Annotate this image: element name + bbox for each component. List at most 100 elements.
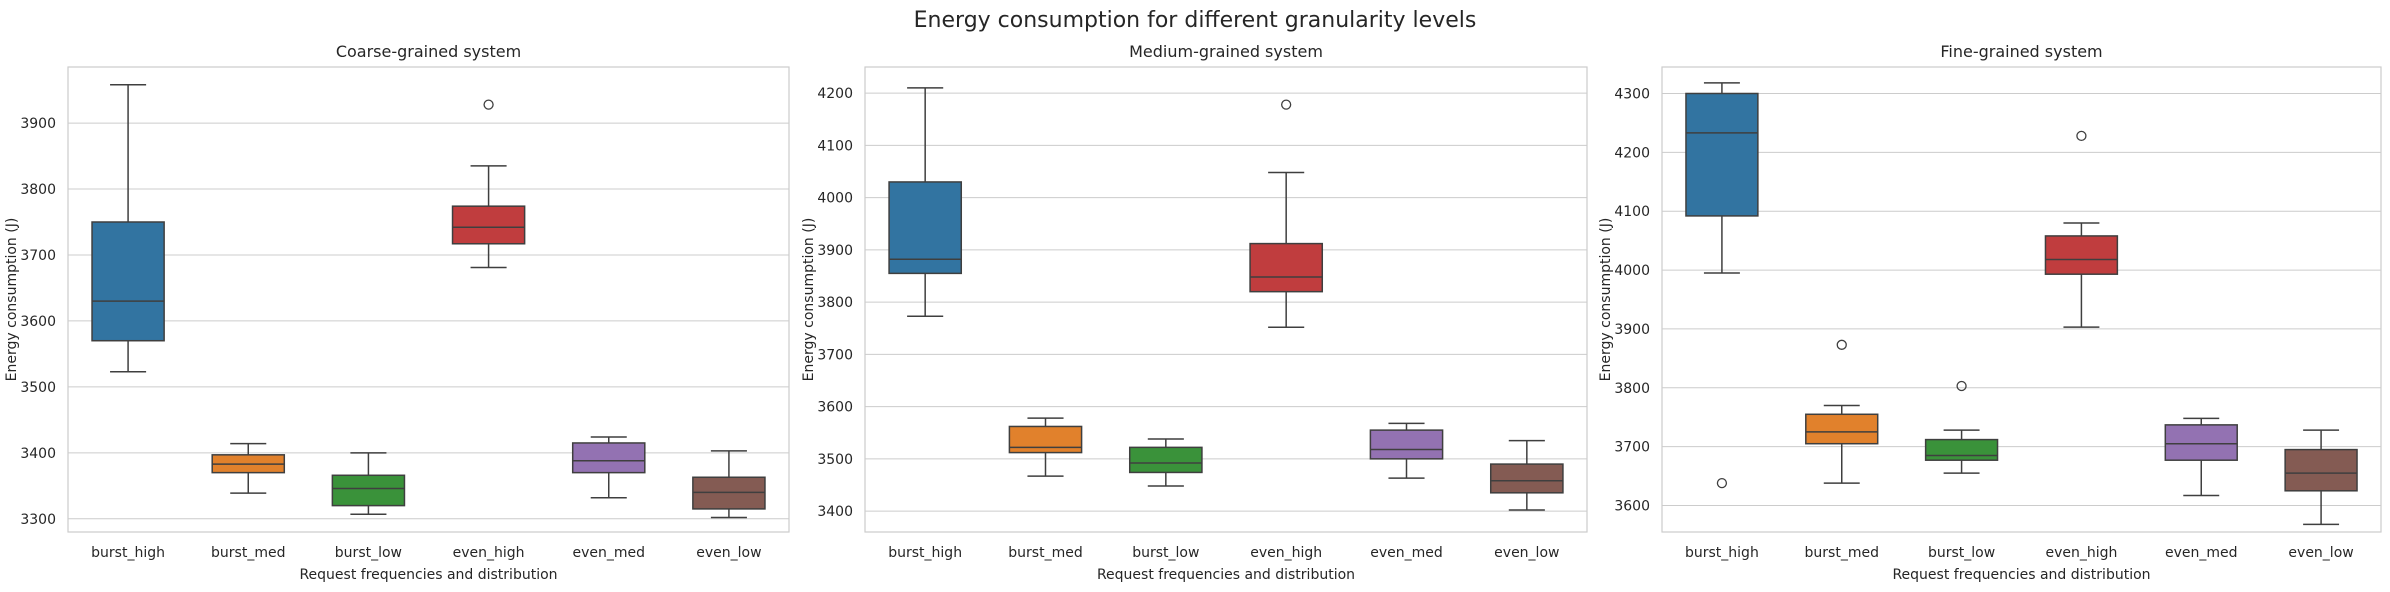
- y-axis-label: Energy consumption (J): [1598, 218, 1614, 382]
- y-tick-label: 3600: [817, 400, 853, 416]
- box-iqr: [1685, 92, 1759, 217]
- x-tick-label: burst_low: [335, 545, 402, 561]
- box-burst_med: [211, 442, 286, 494]
- panel-title: Coarse-grained system: [336, 42, 521, 61]
- box-burst_high: [1685, 82, 1759, 489]
- box-even_low: [2284, 429, 2358, 526]
- box-even_high: [2044, 130, 2119, 328]
- outlier-point: [1836, 339, 1847, 350]
- y-tick-label: 4200: [817, 86, 853, 102]
- y-tick-label: 4000: [1614, 263, 1650, 279]
- box-iqr: [1924, 438, 1999, 461]
- y-axis-label: Energy consumption (J): [801, 218, 817, 382]
- x-tick-label: even_high: [453, 545, 525, 561]
- panel-title: Medium-grained system: [1129, 42, 1323, 61]
- box-burst_med: [1008, 417, 1083, 477]
- y-tick-label: 3900: [817, 243, 853, 259]
- box-iqr: [888, 181, 963, 275]
- y-tick-label: 3900: [20, 116, 56, 132]
- x-tick-label: even_low: [696, 545, 761, 561]
- box-burst_low: [331, 452, 406, 515]
- outlier-point: [483, 99, 494, 110]
- y-axis-label: Energy consumption (J): [4, 218, 20, 382]
- box-even_low: [1489, 439, 1564, 511]
- y-tick-label: 3800: [817, 295, 853, 311]
- box-iqr: [571, 442, 646, 474]
- x-tick-label: burst_med: [1805, 545, 1879, 561]
- x-tick-label: burst_med: [1008, 545, 1082, 561]
- box-iqr: [1128, 446, 1203, 474]
- box-iqr: [1369, 429, 1444, 460]
- y-tick-label: 3400: [817, 504, 853, 520]
- chart-panel-3: 3600 3700 3800 3900 4000 4100 4200 4300 burst_hi…: [1598, 42, 2382, 583]
- x-tick-label: burst_high: [1685, 545, 1759, 561]
- x-tick-label: even_med: [572, 545, 645, 561]
- y-tick-label: 3300: [20, 512, 56, 528]
- box-iqr: [1805, 413, 1879, 445]
- box-iqr: [91, 221, 165, 342]
- x-tick-label: burst_low: [1928, 545, 1995, 561]
- box-iqr: [1008, 425, 1083, 454]
- box-burst_low: [1924, 380, 1999, 474]
- x-axis-label: Request frequencies and distribution: [1097, 567, 1355, 583]
- box-iqr: [1249, 242, 1324, 293]
- box-burst_med: [1805, 339, 1879, 484]
- y-tick-label: 3500: [20, 380, 56, 396]
- box-even_low: [692, 450, 766, 519]
- y-tick-label: 4300: [1614, 86, 1650, 102]
- y-tick-label: 3900: [1614, 322, 1650, 338]
- x-tick-label: even_low: [2288, 545, 2353, 561]
- y-tick-label: 4100: [817, 138, 853, 154]
- x-tick-label: even_med: [1370, 545, 1443, 561]
- x-tick-label: burst_med: [211, 545, 285, 561]
- y-tick-label: 3600: [20, 314, 56, 330]
- box-iqr: [331, 474, 406, 507]
- box-burst_high: [91, 84, 165, 373]
- box-even_high: [451, 99, 526, 269]
- plot-frame: [1661, 66, 2382, 533]
- y-tick-label: 3700: [817, 347, 853, 363]
- outlier-point: [1281, 99, 1292, 110]
- outlier-point: [1716, 477, 1728, 489]
- y-tick-label: 3800: [20, 182, 56, 198]
- x-tick-label: burst_low: [1132, 545, 1199, 561]
- y-tick-label: 3800: [1614, 381, 1650, 397]
- box-even_med: [571, 436, 646, 499]
- box-iqr: [2044, 235, 2119, 275]
- chart-panel-1: 3300 3400 3500 3600 3700 3800 3900 burst_high bu…: [4, 42, 790, 583]
- x-axis-label: Request frequencies and distribution: [1892, 567, 2150, 583]
- x-tick-label: even_med: [2165, 545, 2238, 561]
- y-tick-label: 3700: [20, 248, 56, 264]
- box-iqr: [451, 205, 526, 245]
- y-tick-label: 3400: [20, 446, 56, 462]
- y-tick-label: 4000: [817, 191, 853, 207]
- figure-title: Energy consumption for different granula…: [914, 8, 1477, 33]
- x-tick-label: burst_high: [91, 545, 165, 561]
- x-tick-label: even_low: [1494, 545, 1559, 561]
- plot-frame: [67, 66, 790, 533]
- box-even_high: [1249, 99, 1324, 328]
- box-burst_high: [888, 87, 963, 317]
- box-burst_low: [1128, 438, 1203, 487]
- panels: 3300 3400 3500 3600 3700 3800 3900 burst_high bu…: [4, 42, 2382, 583]
- y-tick-label: 4200: [1614, 145, 1650, 161]
- panel-title: Fine-grained system: [1940, 42, 2102, 61]
- box-iqr: [1489, 463, 1564, 494]
- x-tick-label: even_high: [2045, 545, 2117, 561]
- outlier-point: [1956, 380, 1967, 392]
- y-tick-label: 3600: [1614, 499, 1650, 515]
- y-tick-label: 3700: [1614, 440, 1650, 456]
- box-iqr: [2164, 424, 2238, 461]
- box-even_med: [1369, 422, 1444, 479]
- x-tick-label: burst_high: [888, 545, 962, 561]
- y-tick-label: 4100: [1614, 204, 1650, 220]
- x-axis-label: Request frequencies and distribution: [299, 567, 557, 583]
- x-tick-label: even_high: [1250, 545, 1322, 561]
- plot-frame: [864, 66, 1588, 533]
- box-even_med: [2164, 417, 2238, 497]
- y-tick-label: 3500: [817, 452, 853, 468]
- box-iqr: [2284, 448, 2358, 492]
- outlier-point: [2076, 130, 2087, 142]
- chart-panel-2: 3400 3500 3600 3700 3800 3900 4000 4100 4200 burs…: [801, 42, 1588, 583]
